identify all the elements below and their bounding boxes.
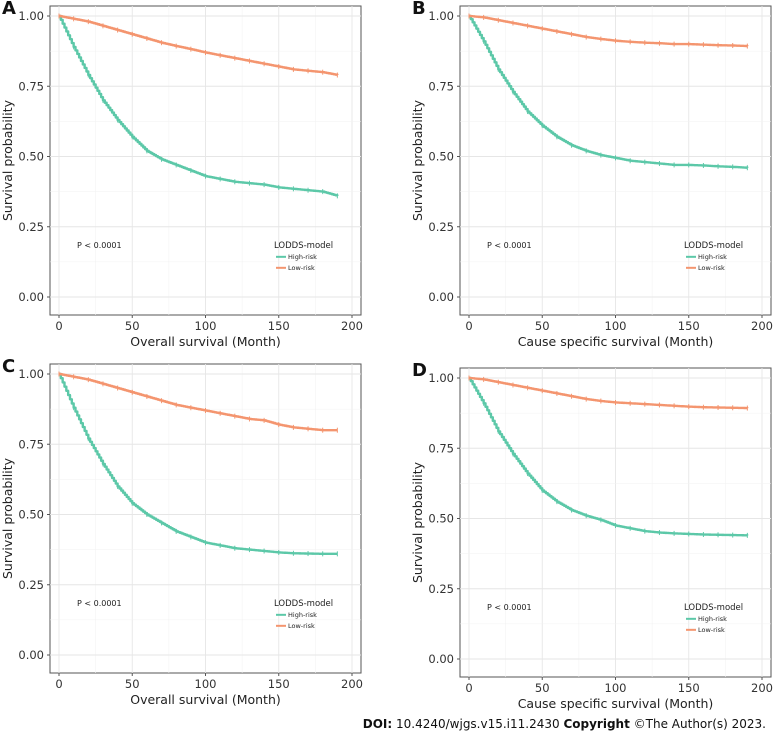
survival-curve-high-risk: [59, 372, 338, 556]
legend-item-low-risk: Low-risk: [288, 264, 315, 272]
x-tick-label: 150: [268, 319, 290, 333]
x-tick-label: 0: [465, 681, 472, 695]
x-tick-label: 200: [341, 319, 363, 333]
y-tick-label: 1.00: [18, 367, 44, 381]
x-tick-label: 50: [535, 319, 550, 333]
y-tick-label: 0.25: [18, 220, 44, 234]
y-tick-label: 0.25: [18, 578, 44, 592]
y-axis-label: Survival probability: [410, 461, 425, 583]
x-tick-label: 100: [605, 681, 627, 695]
doi-value: 10.4240/wjgs.v15.i11.2430: [396, 717, 560, 731]
survival-curve-low-risk: [59, 372, 338, 432]
panel-b: B 0.00 0.25 0.50 0.75 1.00 0 50 100 150 200 Cause …: [410, 0, 774, 360]
x-tick-label: 200: [751, 319, 773, 333]
y-tick-label: 1.00: [428, 371, 454, 385]
panel-c: C 0.00 0.25 0.50 0.75 1.00 0 50 100 150 200 Overal…: [0, 356, 387, 718]
panel-d: D 0.00 0.25 0.50 0.75 1.00 0 50 100 150 200 Cause …: [410, 360, 774, 722]
y-tick-label: 0.75: [428, 441, 454, 455]
legend-item-high-risk: High-risk: [698, 253, 727, 261]
y-tick-label: 0.00: [18, 290, 44, 304]
x-tick-label: 200: [751, 681, 773, 695]
y-axis-label: Survival probability: [0, 457, 15, 579]
survival-curve-high-risk: [59, 14, 339, 197]
y-tick-label: 0.25: [428, 582, 454, 596]
survival-curve-high-risk: [469, 376, 749, 537]
p-value: P < 0.0001: [77, 599, 122, 608]
y-tick-label: 0.75: [18, 79, 44, 93]
x-tick-label: 50: [535, 681, 550, 695]
panel-d-plot: 0.00 0.25 0.50 0.75 1.00 0 50 100 150 200 Cause sp…: [410, 367, 773, 711]
citation-footer: DOI: 10.4240/wjgs.v15.i11.2430 Copyright…: [363, 717, 766, 731]
y-tick-label: 0.25: [428, 220, 454, 234]
panel-a-plot: 0.00 0.25 0.50 0.75 1.00 0 50 100 150 200 Overall …: [0, 5, 363, 349]
x-tick-label: 50: [125, 677, 140, 691]
x-axis-label: Overall survival (Month): [130, 692, 281, 707]
legend-item-high-risk: High-risk: [288, 253, 317, 261]
p-value: P < 0.0001: [77, 241, 122, 250]
panel-b-plot: 0.00 0.25 0.50 0.75 1.00 0 50 100 150 200 Cause sp…: [410, 5, 773, 349]
legend-item-low-risk: Low-risk: [288, 622, 315, 630]
y-axis-label: Survival probability: [410, 99, 425, 221]
y-tick-label: 0.50: [428, 150, 454, 164]
survival-curve-high-risk: [469, 14, 749, 169]
survival-curve-low-risk: [469, 14, 749, 48]
p-value: P < 0.0001: [487, 603, 532, 612]
y-tick-label: 0.00: [428, 290, 454, 304]
panel-label: B: [412, 0, 426, 19]
y-axis-label: Survival probability: [0, 99, 15, 221]
legend-title: LODDS-model: [684, 241, 743, 251]
legend-item-low-risk: Low-risk: [698, 264, 725, 272]
panel-a: A 0.00 0.25 0.50 0.75 1.00 0 50 100 150 200 Overal…: [0, 0, 387, 360]
y-tick-label: 0.75: [428, 79, 454, 93]
x-tick-label: 100: [195, 677, 217, 691]
x-tick-label: 150: [678, 319, 700, 333]
x-tick-label: 150: [268, 677, 290, 691]
x-axis-label: Cause specific survival (Month): [518, 696, 714, 711]
y-tick-label: 1.00: [428, 9, 454, 23]
panel-label: A: [2, 0, 16, 19]
p-value: P < 0.0001: [487, 241, 532, 250]
y-tick-label: 0.00: [18, 648, 44, 662]
x-tick-label: 0: [465, 319, 472, 333]
x-axis-label: Cause specific survival (Month): [518, 334, 714, 349]
x-tick-label: 0: [55, 677, 62, 691]
legend-title: LODDS-model: [274, 241, 333, 251]
y-tick-label: 0.50: [18, 150, 44, 164]
doi-label: DOI:: [362, 717, 393, 731]
copyright-label: Copyright: [563, 717, 630, 731]
panel-label: D: [412, 360, 427, 381]
legend-item-high-risk: High-risk: [288, 611, 317, 619]
panel-c-plot: 0.00 0.25 0.50 0.75 1.00 0 50 100 150 200 Overall …: [0, 363, 363, 707]
x-axis-label: Overall survival (Month): [130, 334, 281, 349]
panel-label: C: [2, 356, 16, 377]
x-tick-label: 200: [341, 677, 363, 691]
x-tick-label: 0: [55, 319, 62, 333]
x-tick-label: 150: [678, 681, 700, 695]
copyright-text: ©The Author(s) 2023.: [633, 717, 766, 731]
legend-item-low-risk: Low-risk: [698, 626, 725, 634]
survival-curve-low-risk: [59, 14, 339, 76]
x-tick-label: 100: [195, 319, 217, 333]
legend-title: LODDS-model: [274, 599, 333, 609]
y-tick-label: 0.50: [18, 508, 44, 522]
x-tick-label: 100: [605, 319, 627, 333]
y-tick-label: 0.50: [428, 512, 454, 526]
y-tick-label: 0.75: [18, 437, 44, 451]
x-tick-label: 50: [125, 319, 140, 333]
y-tick-label: 1.00: [18, 9, 44, 23]
y-tick-label: 0.00: [428, 652, 454, 666]
survival-curve-low-risk: [469, 376, 749, 410]
legend-item-high-risk: High-risk: [698, 615, 727, 623]
legend-title: LODDS-model: [684, 603, 743, 613]
